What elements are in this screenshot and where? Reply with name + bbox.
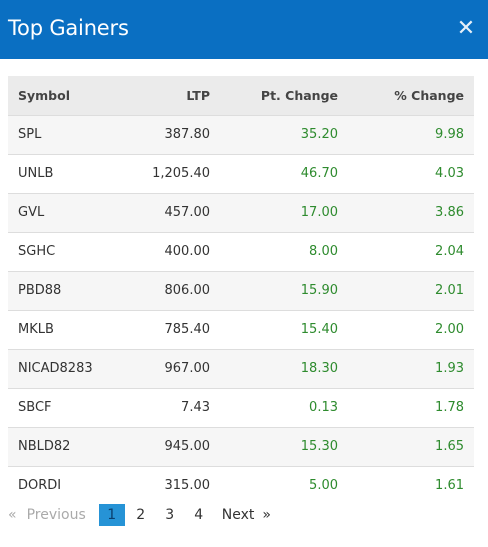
page-1-button[interactable]: 1 xyxy=(98,504,125,526)
symbol-cell[interactable]: SGHC xyxy=(18,244,56,259)
pt-change-cell: 18.30 xyxy=(300,361,338,376)
column-header-symbol[interactable]: Symbol xyxy=(18,87,70,103)
table-row[interactable]: PBD88 806.00 15.90 2.01 xyxy=(8,271,474,310)
ltp-cell: 785.40 xyxy=(164,322,211,337)
symbol-cell[interactable]: NBLD82 xyxy=(18,439,71,454)
pct-change-cell: 2.04 xyxy=(435,244,464,259)
column-header-pct-change[interactable]: % Change xyxy=(394,87,464,103)
symbol-cell[interactable]: UNLB xyxy=(18,166,54,181)
close-icon[interactable]: ✕ xyxy=(456,16,476,41)
page-3-button[interactable]: 3 xyxy=(165,507,175,523)
column-header-ltp[interactable]: LTP xyxy=(186,87,210,103)
page-4-button[interactable]: 4 xyxy=(194,507,204,523)
pct-change-cell: 4.03 xyxy=(435,166,464,181)
next-arrow-icon: » xyxy=(262,507,271,523)
table-row[interactable]: NBLD82 945.00 15.30 1.65 xyxy=(8,427,474,466)
table-row[interactable]: SGHC 400.00 8.00 2.04 xyxy=(8,232,474,271)
pt-change-cell: 5.00 xyxy=(309,478,338,494)
table-row[interactable]: MKLB 785.40 15.40 2.00 xyxy=(8,310,474,349)
pt-change-cell: 8.00 xyxy=(309,244,338,259)
pt-change-cell: 0.13 xyxy=(309,400,338,415)
ltp-cell: 1,205.40 xyxy=(152,166,210,181)
previous-button: « Previous xyxy=(8,507,96,523)
pt-change-cell: 35.20 xyxy=(300,127,338,142)
previous-label: Previous xyxy=(26,507,86,523)
symbol-cell[interactable]: NICAD8283 xyxy=(18,361,93,376)
column-header-pt-change[interactable]: Pt. Change xyxy=(260,87,338,103)
ltp-cell: 315.00 xyxy=(164,478,211,494)
pct-change-cell: 3.86 xyxy=(435,205,464,220)
pt-change-cell: 15.90 xyxy=(300,283,338,298)
ltp-cell: 806.00 xyxy=(164,283,211,298)
modal-title: Top Gainers xyxy=(8,16,129,40)
pt-change-cell: 46.70 xyxy=(300,166,338,181)
table-header-row: Symbol LTP Pt. Change % Change xyxy=(8,76,474,115)
ltp-cell: 457.00 xyxy=(164,205,211,220)
table-row[interactable]: UNLB 1,205.40 46.70 4.03 xyxy=(8,154,474,193)
ltp-cell: 945.00 xyxy=(164,439,211,454)
symbol-cell[interactable]: SBCF xyxy=(18,400,52,415)
page-2-button[interactable]: 2 xyxy=(136,507,146,523)
pct-change-cell: 1.78 xyxy=(435,400,464,415)
modal-header: Top Gainers ✕ xyxy=(0,0,488,59)
table-row[interactable]: SBCF 7.43 0.13 1.78 xyxy=(8,388,474,427)
table-row[interactable]: SPL 387.80 35.20 9.98 xyxy=(8,115,474,154)
top-gainers-table: Symbol LTP Pt. Change % Change SPL 387.80… xyxy=(8,76,474,505)
ltp-cell: 400.00 xyxy=(164,244,211,259)
symbol-cell[interactable]: GVL xyxy=(18,205,45,220)
table-row[interactable]: DORDI 315.00 5.00 1.61 xyxy=(8,466,474,505)
pct-change-cell: 9.98 xyxy=(435,127,464,142)
pct-change-cell: 1.61 xyxy=(435,478,464,494)
symbol-cell[interactable]: SPL xyxy=(18,127,42,142)
prev-arrow-icon: « xyxy=(8,507,17,523)
pt-change-cell: 17.00 xyxy=(300,205,338,220)
pct-change-cell: 1.65 xyxy=(435,439,464,454)
pct-change-cell: 2.01 xyxy=(435,283,464,298)
symbol-cell[interactable]: DORDI xyxy=(18,478,62,494)
table-row[interactable]: NICAD8283 967.00 18.30 1.93 xyxy=(8,349,474,388)
ltp-cell: 967.00 xyxy=(164,361,211,376)
symbol-cell[interactable]: PBD88 xyxy=(18,283,62,298)
pct-change-cell: 2.00 xyxy=(435,322,464,337)
next-label: Next xyxy=(221,507,255,523)
next-button[interactable]: Next » xyxy=(222,507,271,523)
ltp-cell: 387.80 xyxy=(164,127,211,142)
pct-change-cell: 1.93 xyxy=(435,361,464,376)
symbol-cell[interactable]: MKLB xyxy=(18,322,54,337)
ltp-cell: 7.43 xyxy=(181,400,210,415)
pt-change-cell: 15.40 xyxy=(300,322,338,337)
pagination: « Previous 1 2 3 4 Next » xyxy=(8,504,271,526)
table-row[interactable]: GVL 457.00 17.00 3.86 xyxy=(8,193,474,232)
pt-change-cell: 15.30 xyxy=(300,439,338,454)
